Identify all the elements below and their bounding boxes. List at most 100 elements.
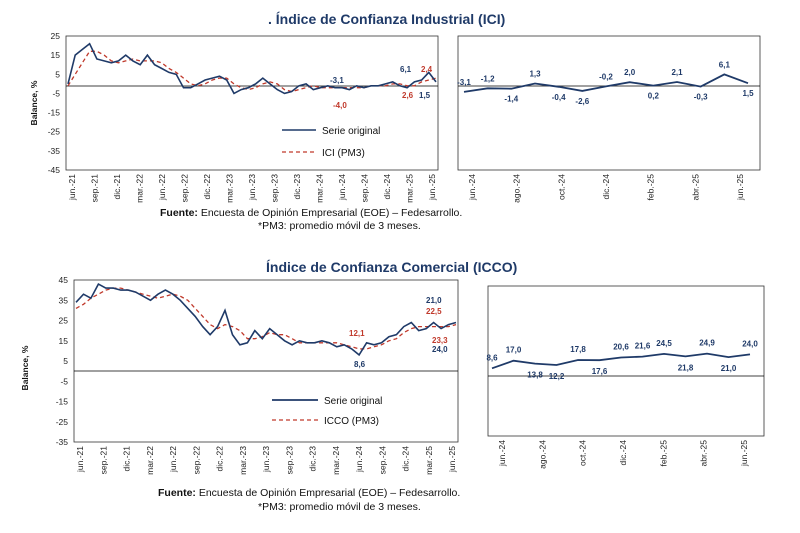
icco-xtick: mar.-25 xyxy=(424,446,434,475)
ici-title: . Índice de Confianza Industrial (ICI) xyxy=(268,11,505,27)
ici-zoom-label: -1,4 xyxy=(504,95,518,104)
ici-zoom-label: -2,6 xyxy=(575,97,589,106)
icco-zoom-label: 17,8 xyxy=(570,345,586,354)
icco-ytick: -25 xyxy=(56,417,69,427)
ici-xtick: jun.-25 xyxy=(427,174,437,201)
icco-zoom-xtick: abr.-25 xyxy=(699,440,709,467)
ici-ytick: -45 xyxy=(48,165,61,175)
icco-zoom-label: 21,0 xyxy=(721,364,737,373)
icco-ylabel: Balance, % xyxy=(20,345,30,390)
ici-annot-series-3: 1,5 xyxy=(419,91,431,100)
icco-ytick: -5 xyxy=(60,376,68,386)
ici-ytick: 25 xyxy=(51,31,61,41)
icco-zoom-line xyxy=(491,352,751,370)
ici-ytick: -5 xyxy=(52,88,60,98)
icco-annot-6: 8,6 xyxy=(354,360,366,369)
ici-zoom-label: 2,0 xyxy=(624,68,636,77)
ici-xtick: sep.-21 xyxy=(90,174,100,203)
icco-zoom-label: 17,0 xyxy=(506,346,522,355)
icco-zoom-panel: 8,6 17,0 13,8 12,2 17,8 17,6 20,6 21,6 24,5 21,8 2… xyxy=(486,285,765,469)
ici-zoom-label: -0,4 xyxy=(552,93,566,102)
icco-annot-2: 22,5 xyxy=(426,307,442,316)
icco-legend-series: Serie original xyxy=(324,396,382,407)
ici-zoom-frame xyxy=(457,35,761,171)
icco-xtick: jun.-22 xyxy=(168,446,178,473)
icco-xtick: dic.-23 xyxy=(308,446,318,472)
ici-xtick: sep.-23 xyxy=(270,174,280,203)
icco-xtick: jun.-25 xyxy=(447,446,457,473)
ici-ytick: 5 xyxy=(55,69,60,79)
icco-zoom-label: 24,5 xyxy=(656,339,672,348)
icco-xtick: sep.-24 xyxy=(377,446,387,475)
icco-zoom-label: 12,2 xyxy=(549,372,565,381)
icco-xtick: mar.-22 xyxy=(145,446,155,475)
ici-zoom-label: 6,1 xyxy=(719,60,731,69)
ici-zoom-xtick: feb.-25 xyxy=(646,174,656,201)
icco-ytick: 45 xyxy=(59,275,69,285)
icco-zoom-label: 24,9 xyxy=(699,339,715,348)
icco-zoom-xtick: oct.-24 xyxy=(578,440,588,466)
icco-main-frame xyxy=(73,279,459,443)
ici-zoom-label: 1,3 xyxy=(529,70,541,79)
ici-ytick: 15 xyxy=(51,50,61,60)
ici-xtick: dic.-21 xyxy=(112,174,122,200)
icco-xtick: jun.-23 xyxy=(261,446,271,473)
ici-zoom-label: -0,3 xyxy=(694,93,708,102)
icco-zoom-label: 20,6 xyxy=(613,342,629,351)
ici-xtick: mar.-24 xyxy=(315,174,325,203)
icco-annot-1: 21,0 xyxy=(426,296,442,305)
icco-legend: Serie original ICCO (PM3) xyxy=(272,396,382,427)
ici-main-frame xyxy=(65,35,439,171)
ici-zoom-panel: -3,1 -1,2 -1,4 1,3 -0,4 -2,6 -0,2 2,0 0,2 2,1 -0,3… xyxy=(457,35,761,203)
icco-xtick: dic.-21 xyxy=(122,446,132,472)
ici-annot-pm3-1: 2,4 xyxy=(421,65,433,74)
icco-xtick: sep.-22 xyxy=(191,446,201,475)
ici-zoom-xtick: jun.-24 xyxy=(467,174,477,201)
icco-annot-3: 12,1 xyxy=(349,329,365,338)
icco-pm3-note: *PM3: promedio móvil de 3 meses. xyxy=(258,501,421,513)
icco-series-line xyxy=(75,283,457,357)
ici-xtick: dic.-24 xyxy=(382,174,392,200)
icco-zoom-label: 17,6 xyxy=(592,367,608,376)
ici-annot-pm3-3: 2,6 xyxy=(402,91,414,100)
ici-annot-series-1: 6,1 xyxy=(400,65,412,74)
ici-pm3-note: *PM3: promedio móvil de 3 meses. xyxy=(258,220,421,232)
ici-xtick: sep.-24 xyxy=(360,174,370,203)
icco-zoom-xtick: ago.-24 xyxy=(537,440,547,469)
ici-legend-pm3: ICI (PM3) xyxy=(322,148,365,159)
icco-ytick: -15 xyxy=(56,397,69,407)
ici-xtick: dic.-22 xyxy=(202,174,212,200)
icco-legend-pm3: ICCO (PM3) xyxy=(324,416,379,427)
ici-zoom-xtick: oct.-24 xyxy=(556,174,566,200)
icco-zoom-xtick: jun.-25 xyxy=(739,440,749,467)
ici-zoom-xtick: dic.-24 xyxy=(601,174,611,200)
ici-ytick: -35 xyxy=(48,146,61,156)
icco-xtick: dic.-22 xyxy=(215,446,225,472)
ici-legend-series: Serie original xyxy=(322,126,380,137)
ici-zoom-label: -0,2 xyxy=(599,72,613,81)
ici-xtick: mar.-25 xyxy=(405,174,415,203)
ici-pm3-line xyxy=(67,50,437,93)
ici-xtick: jun.-21 xyxy=(67,174,77,201)
icco-annot-4: 23,3 xyxy=(432,336,448,345)
icco-main-panel: 45 35 25 15 5 -5 -15 -25 -35 jun.-21 sep.-21 dic.-… xyxy=(20,275,459,475)
icco-zoom-xtick: dic.-24 xyxy=(618,440,628,466)
icco-xtick: jun.-21 xyxy=(75,446,85,473)
icco-ytick: 25 xyxy=(59,316,69,326)
icco-xtick: jun.-24 xyxy=(354,446,364,473)
ici-zoom-xtick: jun.-25 xyxy=(735,174,745,201)
icco-zoom-label: 13,8 xyxy=(527,371,543,380)
icco-source: Fuente: Encuesta de Opinión Empresarial … xyxy=(158,487,460,499)
icco-zoom-label: 21,8 xyxy=(678,363,694,372)
ici-zoom-label: 2,1 xyxy=(671,68,683,77)
ici-xtick: dic.-23 xyxy=(292,174,302,200)
icco-xtick: mar.-23 xyxy=(238,446,248,475)
icco-xtick: dic.-24 xyxy=(401,446,411,472)
icco-ytick: -35 xyxy=(56,437,69,447)
ici-xtick: mar.-23 xyxy=(225,174,235,203)
ici-zoom-xtick: ago.-24 xyxy=(512,174,522,203)
icco-ytick: 15 xyxy=(59,336,69,346)
icco-annot-5: 24,0 xyxy=(432,345,448,354)
icco-pm3-line xyxy=(75,287,457,350)
